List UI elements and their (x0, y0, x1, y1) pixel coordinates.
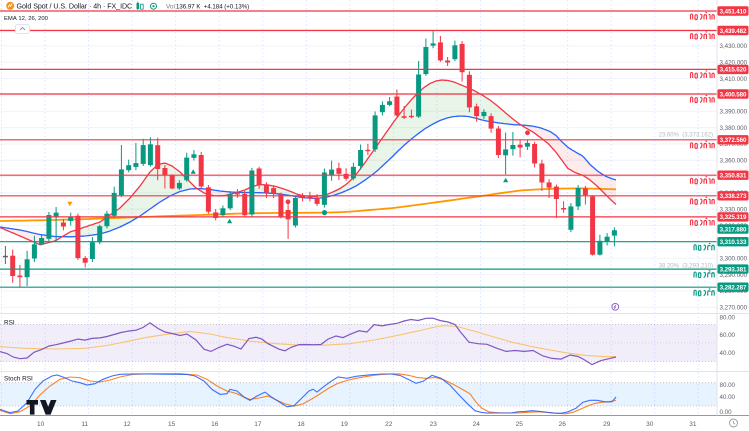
svg-text:3,390.000: 3,390.000 (720, 109, 748, 116)
svg-text:3,350.831: 3,350.831 (720, 173, 747, 180)
svg-text:3,430.000: 3,430.000 (720, 43, 748, 50)
svg-text:12: 12 (123, 421, 131, 428)
svg-text:3,460.000: 3,460.000 (720, 0, 748, 1)
svg-text:80.00: 80.00 (720, 382, 736, 389)
svg-text:3,380.000: 3,380.000 (720, 125, 748, 132)
svg-text:3,410.000: 3,410.000 (720, 76, 748, 83)
svg-text:31: 31 (689, 421, 697, 428)
svg-text:3,325.319: 3,325.319 (720, 214, 747, 221)
svg-text:18: 18 (297, 421, 305, 428)
svg-text:22: 22 (385, 421, 393, 428)
svg-text:24: 24 (473, 421, 481, 428)
svg-text:23: 23 (430, 421, 438, 428)
svg-text:16: 16 (211, 421, 219, 428)
svg-text:17: 17 (254, 421, 262, 428)
svg-text:15: 15 (168, 421, 176, 428)
svg-text:3,415.620: 3,415.620 (720, 67, 747, 74)
svg-text:3,293.381: 3,293.381 (720, 266, 747, 273)
svg-text:3,290.000: 3,290.000 (720, 272, 748, 279)
svg-text:3,270.000: 3,270.000 (720, 304, 748, 311)
svg-text:60.00: 60.00 (720, 332, 736, 339)
svg-text:3,317.880: 3,317.880 (720, 226, 747, 233)
svg-text:23.60% (3,373.162): 23.60% (3,373.162) (659, 133, 713, 139)
svg-text:3,370.000: 3,370.000 (720, 141, 748, 148)
svg-text:40.00: 40.00 (720, 394, 736, 401)
svg-text:80.00: 80.00 (720, 315, 736, 322)
svg-text:3,330.000: 3,330.000 (720, 207, 748, 214)
svg-text:Gold Spot / U.S. Dollar · 4h ·: Gold Spot / U.S. Dollar · 4h · FX_IDC (17, 3, 133, 11)
svg-text:30: 30 (646, 421, 654, 428)
svg-text:3,400.580: 3,400.580 (720, 91, 747, 98)
svg-text:3,360.000: 3,360.000 (720, 158, 748, 165)
svg-text:3,372.560: 3,372.560 (720, 137, 747, 144)
svg-text:0.00: 0.00 (720, 409, 733, 416)
svg-text:25: 25 (516, 421, 524, 428)
svg-text:Vol: Vol (166, 3, 175, 10)
svg-text:3,338.273: 3,338.273 (720, 193, 747, 200)
svg-text:EMA 12, 26, 200: EMA 12, 26, 200 (4, 16, 49, 22)
svg-text:Stoch RSI: Stoch RSI (4, 375, 33, 382)
svg-text:29: 29 (603, 421, 611, 428)
svg-text:3,310.133: 3,310.133 (720, 239, 747, 246)
svg-text:10: 10 (37, 421, 45, 428)
svg-text:3,451.410: 3,451.410 (720, 8, 747, 15)
svg-text:3,300.000: 3,300.000 (720, 256, 748, 263)
svg-text:11: 11 (81, 421, 88, 428)
svg-text:3,439.482: 3,439.482 (720, 28, 747, 35)
svg-text:3,420.000: 3,420.000 (720, 60, 748, 67)
svg-text:RSI: RSI (4, 319, 15, 326)
svg-text:19: 19 (341, 421, 349, 428)
svg-text:38.20% (3,293.210): 38.20% (3,293.210) (659, 264, 713, 270)
svg-text:26: 26 (559, 421, 567, 428)
svg-text:40.00: 40.00 (720, 350, 736, 357)
svg-text:136.97 K +4.184 (+0.13%): 136.97 K +4.184 (+0.13%) (176, 3, 249, 10)
svg-text:3,282.287: 3,282.287 (720, 285, 747, 292)
